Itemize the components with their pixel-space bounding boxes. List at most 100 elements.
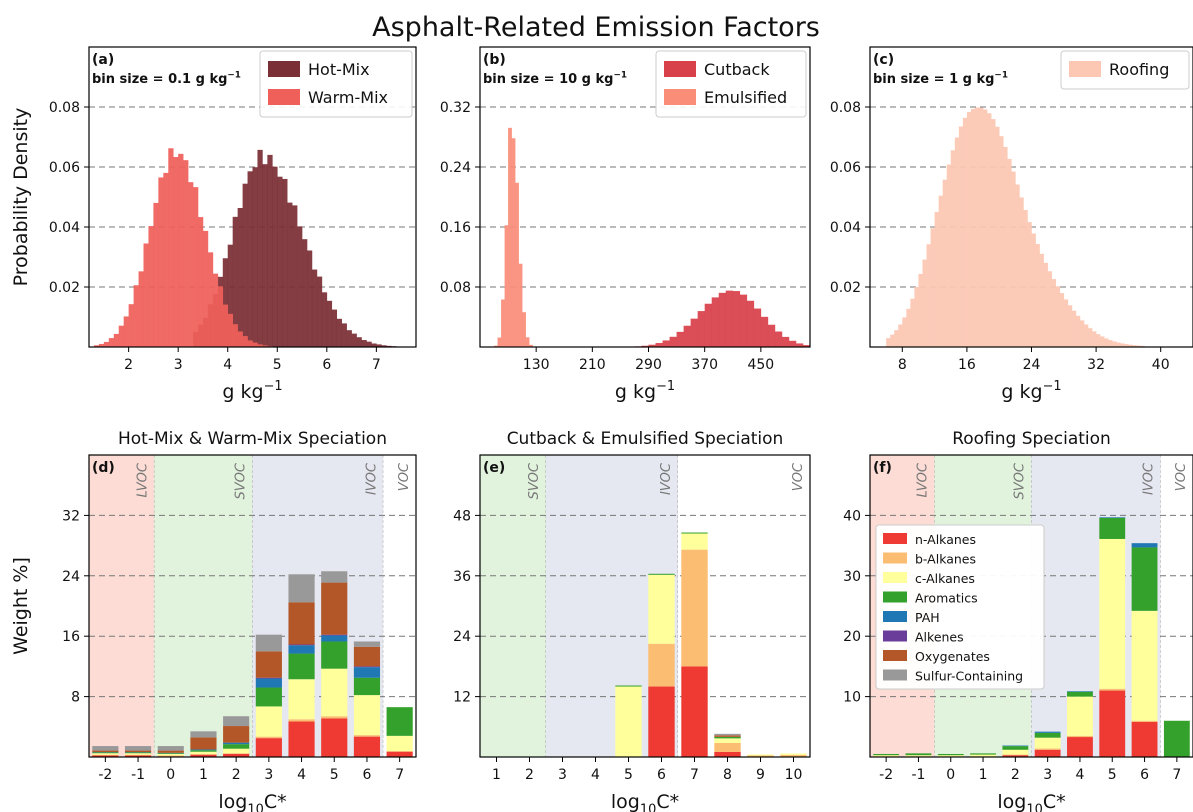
histogram-bar (341, 323, 347, 347)
y-tick-label: 24 (453, 629, 471, 645)
bar-segment-aromatics (714, 736, 741, 739)
histogram-bar (138, 271, 144, 347)
bar-segment-sulfur-containing (124, 746, 152, 751)
legend-label: Hot-Mix (308, 60, 370, 79)
x-tick-label: 1 (979, 767, 988, 783)
legend-label: n-Alkanes (915, 532, 976, 547)
bar-segment-pah (1034, 731, 1061, 733)
bar-segment-n-alkanes (255, 738, 282, 757)
bar-segment-aromatics (223, 744, 250, 749)
bar-segment-c-alkanes (681, 533, 708, 550)
histogram-bar (1120, 343, 1125, 347)
histogram-bar (346, 330, 352, 347)
bar-segment-oxygenates (321, 582, 348, 635)
bar-segment-c-alkanes (970, 754, 996, 757)
panel-label: (b) (483, 52, 506, 68)
panel-label: (e) (483, 460, 505, 476)
bar-segment-b-alkanes (255, 736, 282, 739)
panel-label: (c) (873, 52, 894, 68)
histogram-bar (958, 126, 964, 347)
bar-segment-n-alkanes (714, 751, 741, 757)
x-axis-label: log10C* (997, 791, 1065, 812)
bar-segment-sulfur-containing (321, 571, 348, 583)
x-tick-label: 7 (1172, 767, 1181, 783)
histogram-bar (198, 217, 204, 347)
bar-segment-c-alkanes (1099, 538, 1126, 689)
bar-segment-sulfur-containing (288, 574, 315, 603)
histogram-bar (163, 172, 169, 347)
bar-segment-c-alkanes (937, 755, 964, 757)
histogram-bar (193, 187, 199, 347)
x-tick-label: 6 (322, 357, 331, 373)
bar-segment-b-alkanes (353, 735, 381, 737)
histogram-bar (508, 127, 512, 347)
bar-segment-c-alkanes (873, 755, 900, 757)
histogram-bar (662, 340, 670, 347)
panels: 0.02 0.04 0.06 0.08 2 3 4 5 6 7 g kg−1 Probability … (10, 46, 1193, 812)
histogram-bar (277, 176, 283, 347)
histogram-bar (1023, 210, 1028, 347)
bar-segment-pah (1099, 517, 1126, 518)
panel-b: 0.08 0.16 0.24 0.32 130 210 290 370 450 g kg−1 (b)… (440, 46, 811, 403)
panel-title: Cutback & Emulsified Speciation (507, 429, 784, 449)
panel-title: Roofing Speciation (952, 429, 1111, 449)
histogram-bar (1104, 338, 1109, 347)
x-tick-label: 6 (657, 767, 666, 783)
band-label-ivoc: IVOC (1142, 462, 1157, 495)
bar-segment-c-alkanes (288, 679, 315, 720)
histogram-bar (371, 343, 377, 347)
bar-segment-b-alkanes (747, 755, 774, 757)
bar-segment-c-alkanes (92, 753, 119, 755)
bar-segment-aromatics (255, 687, 282, 707)
x-axis-label: log10C* (218, 791, 286, 812)
histogram-bar (331, 309, 338, 347)
series-warm-mix (93, 148, 273, 347)
bar-segment-b-alkanes (1131, 720, 1158, 722)
histogram-bar (522, 312, 526, 347)
plot-area-e (480, 455, 810, 757)
bar-segment-b-alkanes (1099, 688, 1126, 691)
bar-segment-pah (223, 742, 250, 745)
bar-segment-b-alkanes (386, 750, 413, 752)
histogram-bar (242, 336, 248, 347)
histogram-bar (1011, 171, 1016, 347)
legend-label: Alkenes (915, 630, 964, 645)
bar-segment-n-alkanes (1131, 721, 1158, 757)
x-tick-label: 2 (124, 357, 133, 373)
histogram-bar (1136, 345, 1141, 347)
histogram-bar (222, 304, 229, 347)
bar-segment-pah (1131, 543, 1158, 548)
histogram-bar (518, 263, 523, 347)
x-axis-label: g kg−1 (1001, 379, 1061, 403)
histogram-bar (1035, 244, 1040, 347)
legend-swatch (1069, 61, 1101, 77)
y-tick-label: 0.02 (830, 280, 861, 296)
bar-segment-sulfur-containing (223, 716, 250, 727)
legend-f: n-Alkanes b-Alkanes c-Alkanes Aromatics PAH A… (875, 524, 1045, 690)
histogram-bar (767, 324, 776, 347)
bar-segment-aromatics (321, 641, 348, 669)
histogram-bar (950, 150, 956, 347)
bar-segment-oxygenates (223, 726, 250, 743)
y-tick-label: 16 (62, 629, 80, 645)
histogram-bar (732, 291, 741, 347)
band-label-voc: VOC (791, 462, 806, 491)
histogram-bar (237, 331, 243, 347)
histogram-bar (351, 333, 357, 347)
bar-segment-b-alkanes (648, 643, 675, 687)
y-tick-label: 0.04 (830, 220, 861, 236)
bar-segment-sulfur-containing (255, 634, 282, 652)
histogram-bar (311, 269, 318, 347)
axes-frame (88, 454, 417, 758)
histogram-bar (529, 344, 533, 347)
x-tick-label: 4 (223, 357, 232, 373)
y-tick-label: 24 (62, 569, 80, 585)
bar-segment-n-alkanes (353, 736, 381, 757)
bar-segment-alkenes (255, 677, 282, 679)
bar-segment-aromatics (873, 753, 900, 756)
bar-segment-pah (321, 635, 348, 642)
histogram-bar (292, 205, 298, 347)
legend-label: c-Alkanes (915, 571, 975, 586)
bar-segment-oxygenates (255, 651, 282, 678)
